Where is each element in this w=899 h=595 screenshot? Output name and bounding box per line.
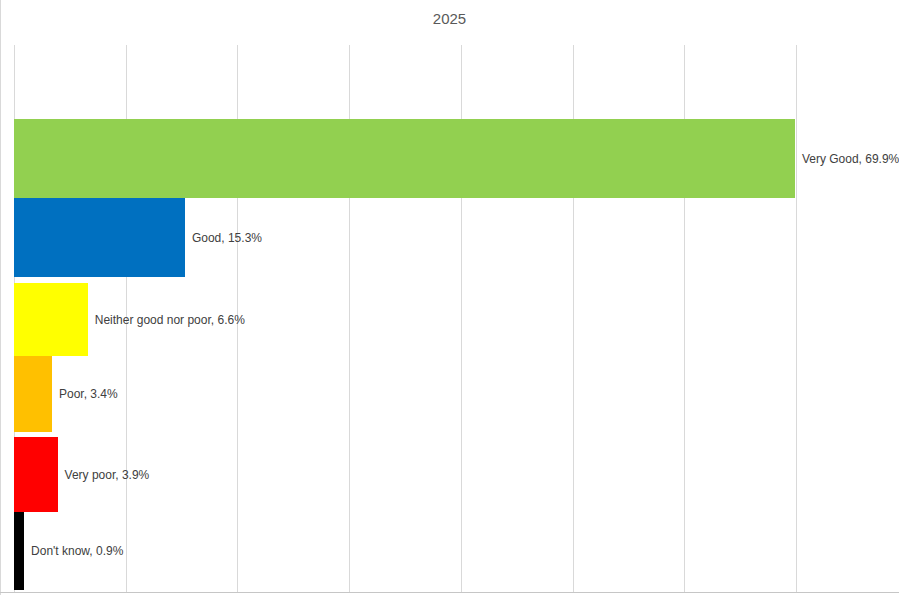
bar-poor: [14, 356, 52, 432]
bar-good: [14, 198, 185, 277]
plot-area: Very Good, 69.9%Good, 15.3%Neither good …: [14, 45, 796, 592]
value-axis-line: [0, 592, 899, 593]
bar-label-don-t-know: Don't know, 0.9%: [24, 544, 123, 558]
bar-don-t-know: [14, 512, 24, 590]
chart-border-left: [0, 0, 1, 595]
bar-label-very-poor: Very poor, 3.9%: [58, 468, 150, 482]
bar-label-good: Good, 15.3%: [185, 231, 262, 245]
gridline: [796, 45, 797, 592]
bar-label-neither-good-nor-poor: Neither good nor poor, 6.6%: [88, 313, 245, 327]
bar-very-poor: [14, 437, 58, 512]
bar-very-good: [14, 119, 795, 198]
chart-title: 2025: [0, 10, 899, 27]
bar-label-poor: Poor, 3.4%: [52, 387, 118, 401]
bar-neither-good-nor-poor: [14, 283, 88, 356]
bar-chart-2025: 2025 Very Good, 69.9%Good, 15.3%Neither …: [0, 0, 899, 595]
bar-label-very-good: Very Good, 69.9%: [795, 152, 899, 166]
